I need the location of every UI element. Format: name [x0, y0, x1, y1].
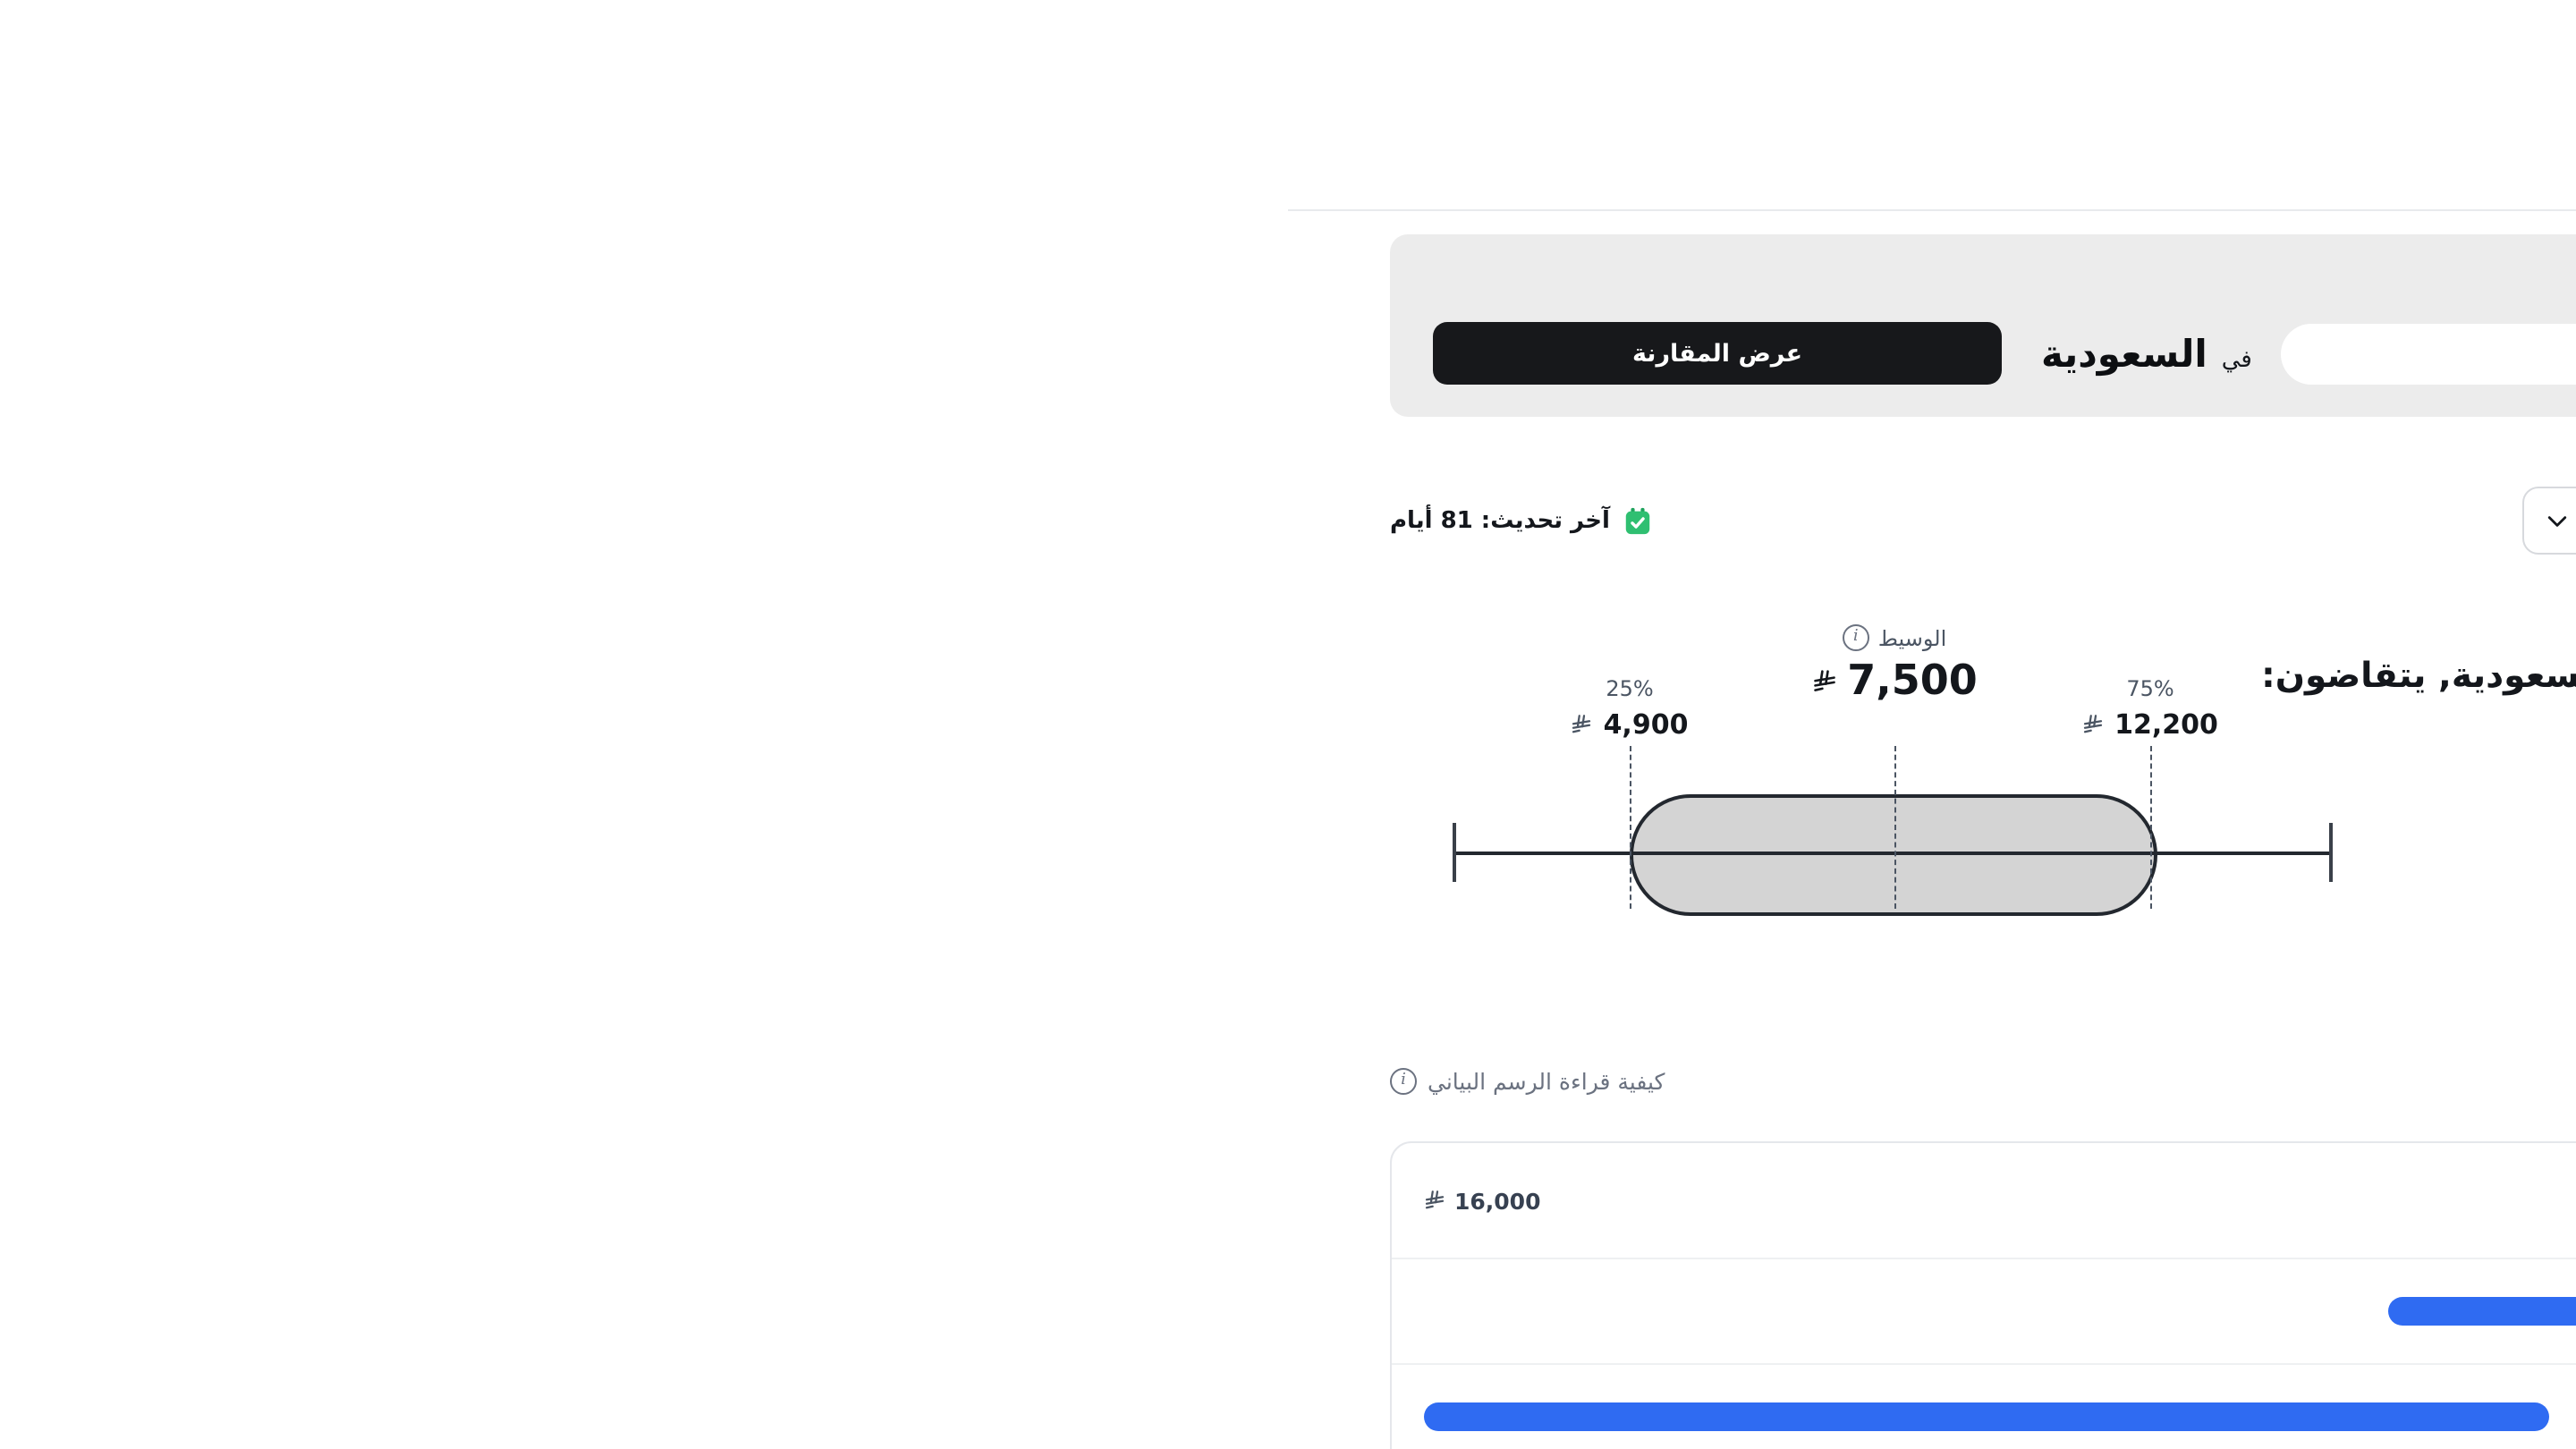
boxplot-interquartile-box — [1630, 794, 2157, 916]
levels-table: مستوى نسبة الموثوقية i 25% الوسيط i 75% — [1390, 1141, 2576, 1449]
calendar-check-icon — [1623, 505, 1653, 536]
salary-range-bar-cell — [1392, 1363, 2576, 1449]
p75-label: 75% — [2126, 676, 2174, 701]
riyal-currency-icon — [2082, 714, 2104, 735]
search-panel: أدخل المسمى الوظيفي للحصول على المقارنة:… — [1390, 234, 2576, 417]
salary-summary: 90% ممن يحملون المسمى الوظيفي رئيس المبي… — [2261, 655, 2576, 871]
p25-amount: 4,900 — [1603, 708, 1689, 741]
breadcrumb[interactable]: إدارة التعويضات — [1390, 0, 2576, 47]
riyal-currency-icon — [1572, 714, 1593, 735]
p75-amount: 12,200 — [2114, 708, 2218, 741]
median-value: 7,500 — [1751, 658, 2038, 705]
chart-help-link[interactable]: كيفية قراءة الرسم البياني i — [1390, 1068, 1665, 1113]
table-row[interactable]: القيادة التنفيذية - المستوى الأول الوسيط… — [1392, 1258, 2576, 1363]
axis-max-value: 16,000 — [1454, 1187, 1541, 1214]
axis-max: 16,000 — [1424, 1187, 1541, 1214]
boxplot-p25-dash — [1630, 746, 1631, 909]
header-divider — [1288, 209, 2576, 211]
last-update-text: آخر تحديث: 81 أيام — [1390, 507, 1610, 534]
salary-range-bar-cell — [1392, 1258, 2576, 1363]
boxplot-whisker-line — [1454, 852, 2331, 855]
last-update: آخر تحديث: 81 أيام — [1390, 505, 1653, 536]
salary-range-bar — [2388, 1297, 2576, 1326]
search-label: أدخل المسمى الوظيفي للحصول على المقارنة: — [1433, 265, 2576, 297]
salary-range: 34,300 - 3,000 — [2261, 721, 2576, 816]
median-label: الوسيط i — [1787, 624, 2002, 651]
in-label: في — [2221, 346, 2252, 373]
salary-range-bar — [1424, 1402, 2550, 1431]
show-comparison-button[interactable]: عرض المقارنة — [1433, 322, 2002, 385]
tabs-row: تفاصيل الموظفين بهذا الدور 0 كيفية قراءة… — [1390, 1055, 2576, 1113]
median-label-text: الوسيط — [1877, 625, 1947, 650]
p25-label: 25% — [1606, 676, 1654, 701]
info-icon[interactable]: i — [1842, 624, 1869, 651]
chevron-down-icon — [2546, 514, 2566, 527]
p75-value: 12,200 — [2043, 708, 2258, 741]
chart-help-label: كيفية قراءة الرسم البياني — [1428, 1068, 1665, 1095]
salary-comparison-page: إدارة التعويضات مقارنة الرواتب قارن مزاي… — [1288, 0, 2576, 1449]
header-axis: 4,000 16,000 — [1392, 1143, 2576, 1258]
country-name: السعودية — [2041, 332, 2207, 375]
summary-headline: 90% ممن يحملون المسمى الوظيفي رئيس المبي… — [2261, 655, 2576, 696]
job-title-input[interactable] — [2305, 337, 2576, 369]
boxplot-min-whisker — [1453, 823, 1455, 882]
table-row[interactable]: المدير التنفيذي الأول عالٍ 5,500 10,100 — [1392, 1363, 2576, 1449]
salary-boxplot-chart: الوسيط i 7,500 25% 4,900 75% 12,200 — [1390, 619, 2433, 977]
table-header-row: مستوى نسبة الموثوقية i 25% الوسيط i 75% — [1392, 1143, 2576, 1258]
page-title: مقارنة الرواتب — [1390, 77, 2576, 131]
boxplot-p75-dash — [2150, 746, 2152, 909]
salary-overview-section: الوسيط i 7,500 25% 4,900 75% 12,200 — [1390, 619, 2576, 1045]
range-note: التعويضات في الشهر الواحد — [2261, 839, 2576, 871]
info-icon: i — [1390, 1068, 1417, 1095]
job-title-search-field[interactable] — [2280, 323, 2576, 384]
page-subtitle: قارن مزايا منشأتك النقدية ورواتبها مع رو… — [1390, 143, 2576, 172]
filters-row: الشهر السنة كل المستويات كل المناطق كل ا… — [1390, 487, 2576, 555]
median-amount: 7,500 — [1847, 658, 1978, 705]
country-selector: في السعودية — [2030, 332, 2252, 375]
boxplot-max-whisker — [2329, 823, 2332, 882]
companies-filter-dropdown[interactable]: كل المنشآت — [2521, 487, 2576, 555]
boxplot-median-dash — [1894, 746, 1896, 909]
p25-value: 4,900 — [1522, 708, 1737, 741]
riyal-currency-icon — [1424, 1190, 1445, 1211]
riyal-currency-icon — [1811, 669, 1836, 694]
